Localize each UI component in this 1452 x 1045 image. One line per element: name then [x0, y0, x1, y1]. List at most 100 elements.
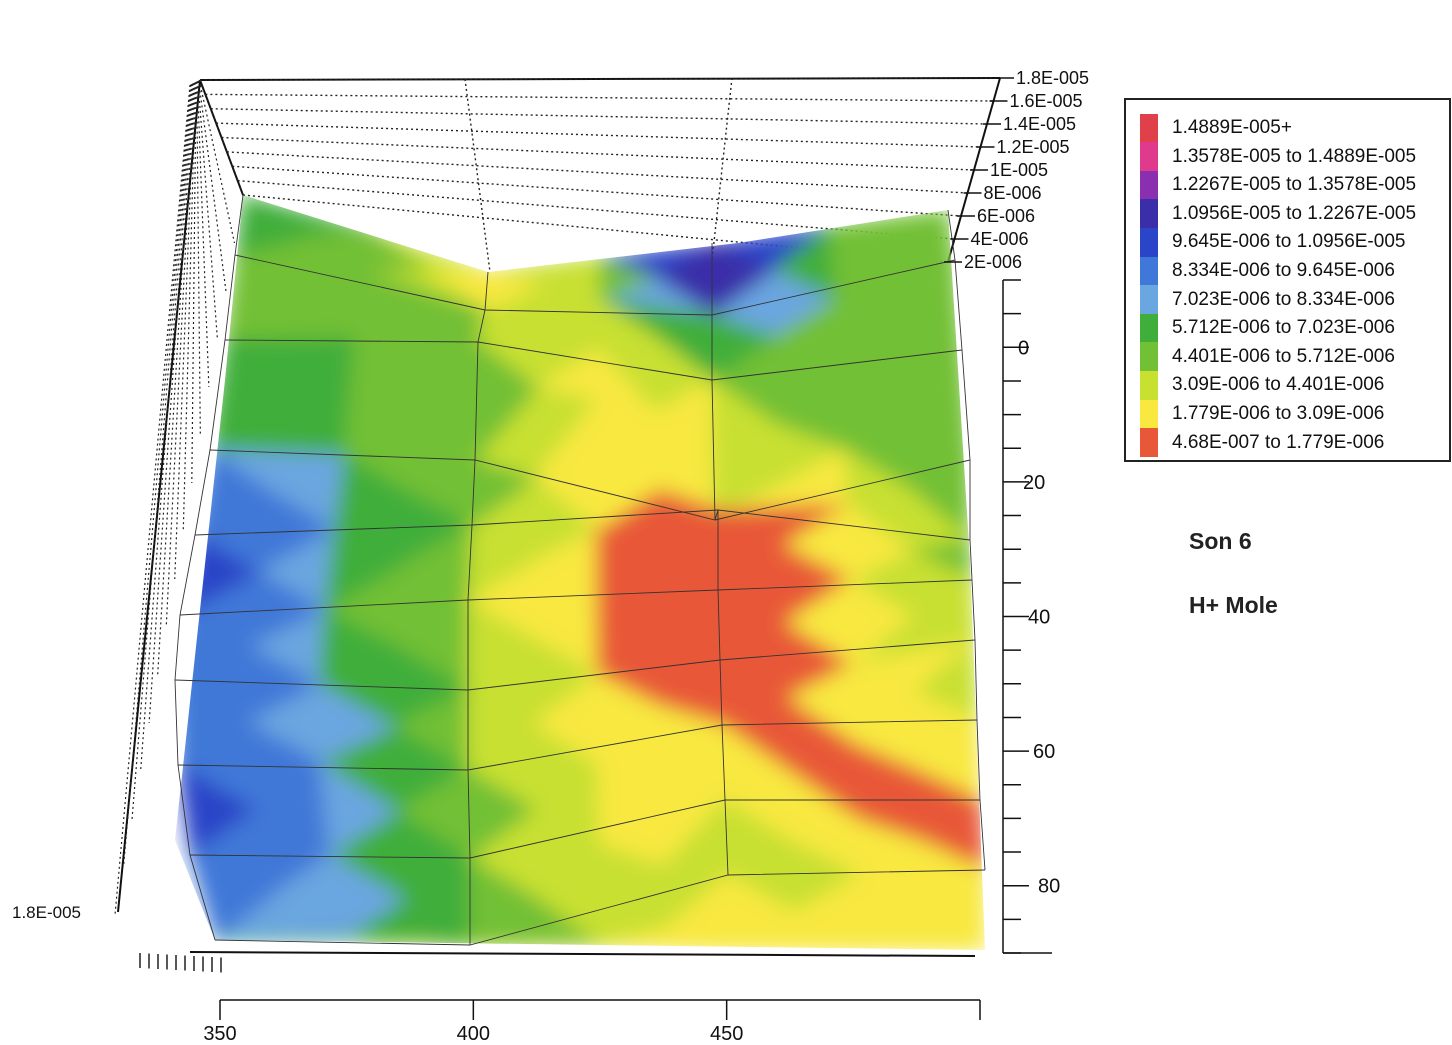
left-wall-gridline: [196, 81, 201, 436]
surface-cell: [599, 843, 665, 948]
legend-swatch: [1140, 313, 1158, 343]
surface-cell: [828, 224, 894, 303]
y-tick-label: 20: [1023, 472, 1045, 494]
legend-swatch: [1140, 370, 1158, 400]
z-gridline: [221, 136, 975, 171]
surface: [175, 195, 985, 950]
legend-label: 4.401E-006 to 5.712E-006: [1172, 345, 1395, 367]
surface-cell: [850, 663, 917, 748]
surface-mesh: [174, 194, 986, 946]
legend-entry: 1.3578E-005 to 1.4889E-005: [1140, 142, 1417, 172]
mesh-line: [209, 449, 971, 521]
z-tick-label: 1.8E-005: [1016, 68, 1089, 88]
z-gridline: [199, 77, 1001, 81]
x-tick-label: 450: [710, 1023, 743, 1045]
left-wall-gridline: [148, 83, 194, 724]
legend-entry: 1.0956E-005 to 1.2267E-005: [1140, 199, 1417, 229]
mesh-line: [234, 254, 956, 316]
legend-label: 4.68E-007 to 1.779E-006: [1172, 431, 1385, 453]
surface-cell: [363, 228, 431, 272]
surface-cell: [596, 528, 660, 592]
legend-entry: 9.645E-006 to 1.0956E-005: [1140, 227, 1406, 257]
legend-swatch: [1140, 227, 1158, 257]
legend-label: 1.3578E-005 to 1.4889E-005: [1172, 145, 1417, 167]
surface-cell: [848, 578, 915, 668]
chart-label-quantity: H+ Mole: [1189, 592, 1278, 618]
surface-cell: [833, 298, 901, 354]
mesh-line: [224, 339, 963, 381]
legend-entry: 3.09E-006 to 4.401E-006: [1140, 370, 1385, 400]
surface-plot: 1.8E-005 1.6E-005 1.4E-005 1.2E-005 1E-005 8E…: [12, 68, 1089, 1045]
legend-swatch: [1140, 256, 1158, 286]
mesh-line: [214, 869, 986, 946]
legend-swatch: [1140, 428, 1158, 458]
z-gridline: [232, 165, 962, 217]
left-wall-gridline: [122, 84, 192, 868]
legend-entry: 7.023E-006 to 8.334E-006: [1140, 285, 1395, 315]
legend-entry: 1.779E-006 to 3.09E-006: [1140, 399, 1384, 429]
z-tick-label: 4E-006: [971, 229, 1029, 249]
back-gridline: [464, 78, 491, 273]
mesh-line: [194, 509, 971, 541]
legend-label: 1.4889E-005+: [1172, 117, 1292, 138]
surface-cell: [846, 502, 912, 582]
x-tick-label: 350: [203, 1023, 236, 1045]
mesh-line: [177, 719, 978, 771]
legend-label: 1.0956E-005 to 1.2267E-005: [1172, 202, 1417, 224]
z-gridline: [226, 151, 968, 194]
mesh-line: [174, 194, 244, 941]
z-tick-label: 2E-006: [964, 252, 1022, 272]
legend-entry: 4.68E-007 to 1.779E-006: [1140, 428, 1385, 458]
surface-cell: [469, 943, 536, 949]
legend-entry: 5.712E-006 to 7.023E-006: [1140, 313, 1395, 343]
legend-entry: 1.2267E-005 to 1.3578E-005: [1140, 170, 1416, 200]
left-wall-gridline: [114, 84, 191, 916]
z-tick-label: 8E-006: [984, 183, 1042, 203]
z-gridline: [210, 108, 988, 125]
legend-swatch: [1140, 113, 1158, 143]
legend-swatch: [1140, 285, 1158, 315]
axes: 1.8E-005 1.6E-005 1.4E-005 1.2E-005 1E-005 8E…: [12, 68, 1089, 1045]
y-tick-label: 0: [1018, 337, 1029, 359]
left-wall-gridline: [196, 81, 210, 388]
z-tick-label: 1.4E-005: [1003, 114, 1076, 134]
y-tick-label: 80: [1038, 876, 1060, 898]
x-tick-label: 400: [457, 1023, 490, 1045]
z-tick-label: 1E-005: [990, 160, 1048, 180]
back-gridline: [711, 77, 733, 261]
surface-cell: [597, 673, 662, 768]
surface-cell: [328, 853, 406, 940]
front-edge: [189, 951, 976, 957]
legend-label: 3.09E-006 to 4.401E-006: [1172, 374, 1385, 396]
mesh-line: [189, 799, 980, 859]
surface-cell: [727, 873, 797, 950]
surface-cell: [595, 347, 659, 415]
legend-swatch: [1140, 399, 1158, 429]
z-gridline: [216, 122, 981, 148]
surface-cell: [469, 944, 601, 948]
legend-entry: 8.334E-006 to 9.645E-006: [1140, 256, 1395, 286]
left-corner-z-label: 1.8E-005: [12, 903, 81, 922]
z-gridline: [205, 93, 994, 102]
surface-cell: [859, 873, 925, 950]
surface-cell: [469, 944, 601, 948]
surface-cell: [534, 943, 601, 949]
legend-label: 5.712E-006 to 7.023E-006: [1172, 317, 1395, 339]
surface-cell: [853, 743, 920, 823]
surface-cell: [599, 255, 659, 302]
back-walls: [114, 77, 1001, 916]
legend-label: 9.645E-006 to 1.0956E-005: [1172, 231, 1406, 253]
legend-swatch: [1140, 142, 1158, 172]
legend-swatch: [1140, 170, 1158, 200]
surface-cell: [856, 818, 924, 877]
left-wall-gridline: [131, 84, 192, 820]
surface-cell: [353, 268, 423, 340]
surface-cell: [595, 588, 660, 678]
y-tick-label: 40: [1028, 607, 1050, 629]
surface-cell: [343, 335, 415, 458]
left-wall-gridline: [197, 80, 218, 340]
z-tick-label: 6E-006: [977, 206, 1035, 226]
surface-cell: [318, 760, 399, 857]
surface-cell: [596, 396, 659, 532]
surface-cell: [843, 448, 911, 507]
